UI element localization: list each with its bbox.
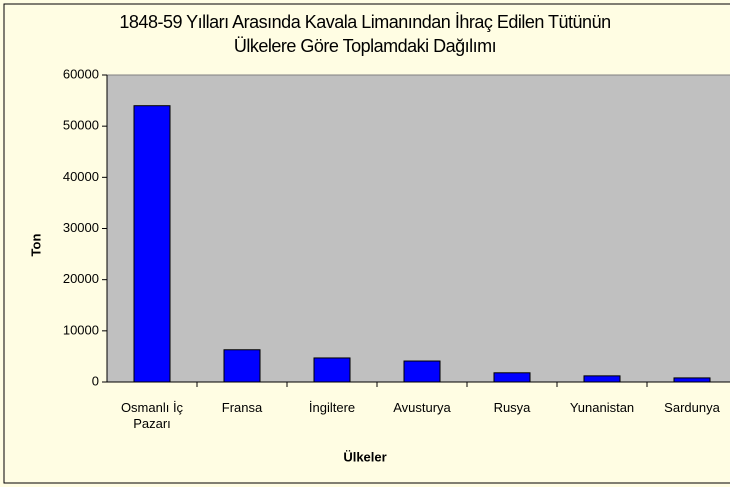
bar [403,360,441,383]
y-tick-label: 20000 [63,271,99,286]
x-axis-title: Ülkeler [343,449,386,464]
x-tick-label: Fransa [221,400,263,415]
x-tick-label: Avusturya [393,400,451,415]
y-tick-label: 50000 [63,118,99,133]
chart-border [3,3,730,484]
plot-area [106,74,730,383]
y-tick-label: 60000 [63,66,99,81]
chart-title: 1848-59 Yılları Arasında Kavala Limanınd… [119,12,611,32]
x-tick-label: Sardunya [664,400,720,415]
bar [583,375,621,383]
x-tick-label: Rusya [493,400,531,415]
bar [493,372,531,383]
bar [313,357,351,383]
x-tick-label: Yunanistan [569,400,635,415]
y-tick-label: 0 [92,373,99,388]
x-tick-label: Osmanlı İç Pazarı [120,400,184,431]
bar [133,105,171,383]
bar [673,377,711,383]
chart-title: Ülkelere Göre Toplamdaki Dağılımı [233,36,497,56]
y-tick-label: 30000 [63,220,99,235]
y-axis-title: Ton [28,234,43,257]
bar [223,349,261,383]
y-tick-label: 10000 [63,322,99,337]
y-tick-label: 40000 [63,169,99,184]
x-tick-label: İngiltere [308,400,356,415]
